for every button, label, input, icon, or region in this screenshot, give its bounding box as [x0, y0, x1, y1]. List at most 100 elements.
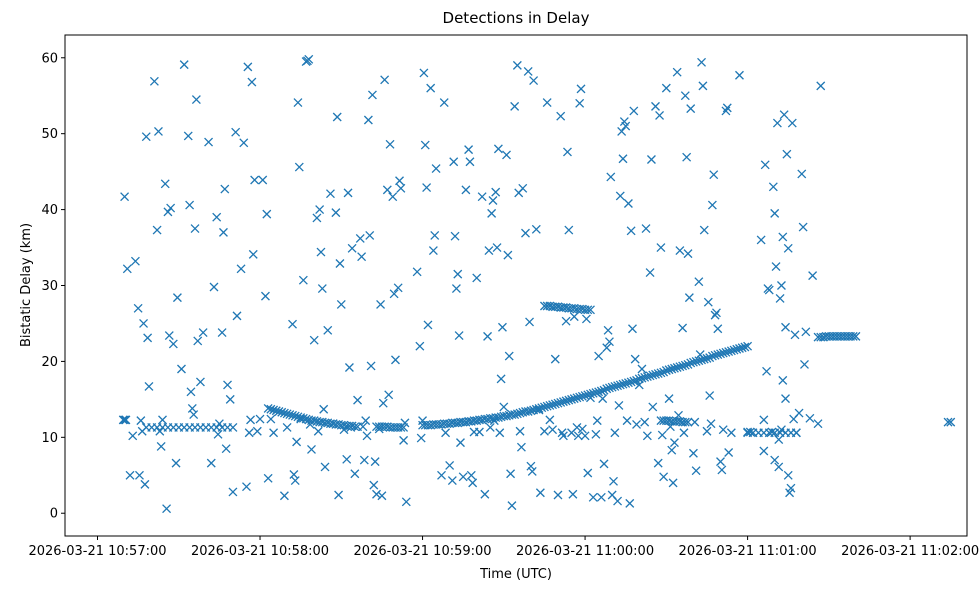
- data-point: [290, 411, 300, 421]
- data-point: [618, 154, 628, 164]
- data-point: [206, 458, 216, 468]
- data-point: [545, 415, 555, 425]
- data-point: [683, 359, 693, 369]
- data-point: [667, 445, 677, 455]
- data-point: [577, 391, 587, 401]
- data-point: [177, 364, 186, 374]
- data-point: [622, 416, 632, 426]
- data-point: [122, 264, 132, 274]
- data-point: [317, 284, 327, 293]
- data-point: [805, 413, 815, 423]
- data-point: [465, 157, 475, 167]
- data-point: [365, 230, 375, 240]
- data-point: [358, 422, 368, 432]
- data-point: [396, 183, 406, 193]
- data-point: [613, 381, 623, 391]
- data-point: [669, 438, 679, 448]
- data-point: [586, 389, 595, 399]
- data-point: [255, 414, 265, 424]
- data-point: [250, 175, 260, 185]
- data-point: [759, 415, 769, 425]
- data-point: [640, 417, 650, 427]
- data-point: [575, 98, 585, 108]
- data-point: [485, 422, 495, 432]
- data-point: [248, 249, 258, 259]
- data-point: [703, 297, 713, 307]
- data-point: [655, 111, 665, 120]
- data-point: [632, 375, 641, 385]
- data-point: [770, 208, 780, 218]
- data-point: [813, 419, 823, 429]
- data-point: [350, 469, 360, 479]
- data-point: [678, 323, 688, 333]
- data-point: [239, 138, 249, 148]
- data-point: [506, 469, 516, 479]
- data-point: [357, 252, 367, 262]
- data-point: [266, 404, 276, 414]
- data-point: [296, 413, 306, 423]
- data-point: [722, 103, 732, 113]
- data-point: [437, 470, 446, 480]
- data-point: [464, 145, 474, 155]
- data-point: [800, 359, 809, 369]
- data-point: [263, 404, 273, 413]
- data-point: [563, 147, 572, 157]
- data-point: [770, 455, 780, 465]
- data-point: [669, 363, 679, 373]
- data-point: [588, 388, 598, 398]
- data-point: [661, 83, 671, 93]
- data-point: [527, 467, 537, 476]
- data-point: [493, 144, 503, 154]
- data-point: [653, 458, 663, 468]
- data-point: [294, 162, 304, 172]
- data-point: [705, 391, 715, 401]
- data-point: [420, 140, 430, 150]
- data-point: [946, 417, 956, 427]
- data-point: [212, 212, 222, 222]
- data-point: [125, 470, 135, 480]
- data-point: [515, 426, 525, 436]
- data-point: [718, 425, 728, 435]
- data-point: [391, 355, 400, 365]
- data-point: [602, 343, 612, 353]
- data-point: [791, 428, 801, 438]
- data-point: [684, 293, 694, 303]
- data-point: [204, 137, 214, 147]
- data-point: [743, 341, 753, 351]
- data-point: [599, 459, 609, 469]
- data-point: [716, 457, 725, 467]
- data-point: [225, 394, 235, 404]
- data-point: [567, 394, 576, 404]
- data-point: [258, 175, 268, 185]
- data-point: [604, 383, 614, 393]
- data-point: [697, 355, 707, 365]
- data-point: [493, 413, 503, 423]
- data-point: [168, 339, 178, 349]
- data-point: [717, 465, 727, 475]
- data-point: [665, 422, 675, 432]
- data-point: [672, 67, 682, 77]
- data-point: [162, 504, 172, 514]
- data-point: [323, 325, 333, 335]
- data-point: [228, 422, 238, 432]
- data-point: [499, 402, 509, 412]
- data-point: [243, 62, 253, 72]
- data-point: [776, 425, 786, 435]
- data-point: [504, 351, 514, 361]
- data-point: [798, 222, 808, 232]
- data-point: [346, 422, 356, 432]
- data-point: [223, 380, 232, 390]
- data-point: [507, 501, 517, 511]
- data-point: [523, 407, 533, 416]
- data-point: [292, 437, 302, 447]
- data-point: [269, 405, 279, 415]
- data-point: [512, 409, 522, 419]
- data-point: [542, 401, 552, 411]
- data-point: [491, 187, 501, 197]
- data-point: [315, 205, 325, 215]
- data-point: [399, 435, 409, 445]
- data-point: [548, 425, 558, 435]
- data-point: [526, 406, 536, 416]
- data-point: [285, 410, 295, 420]
